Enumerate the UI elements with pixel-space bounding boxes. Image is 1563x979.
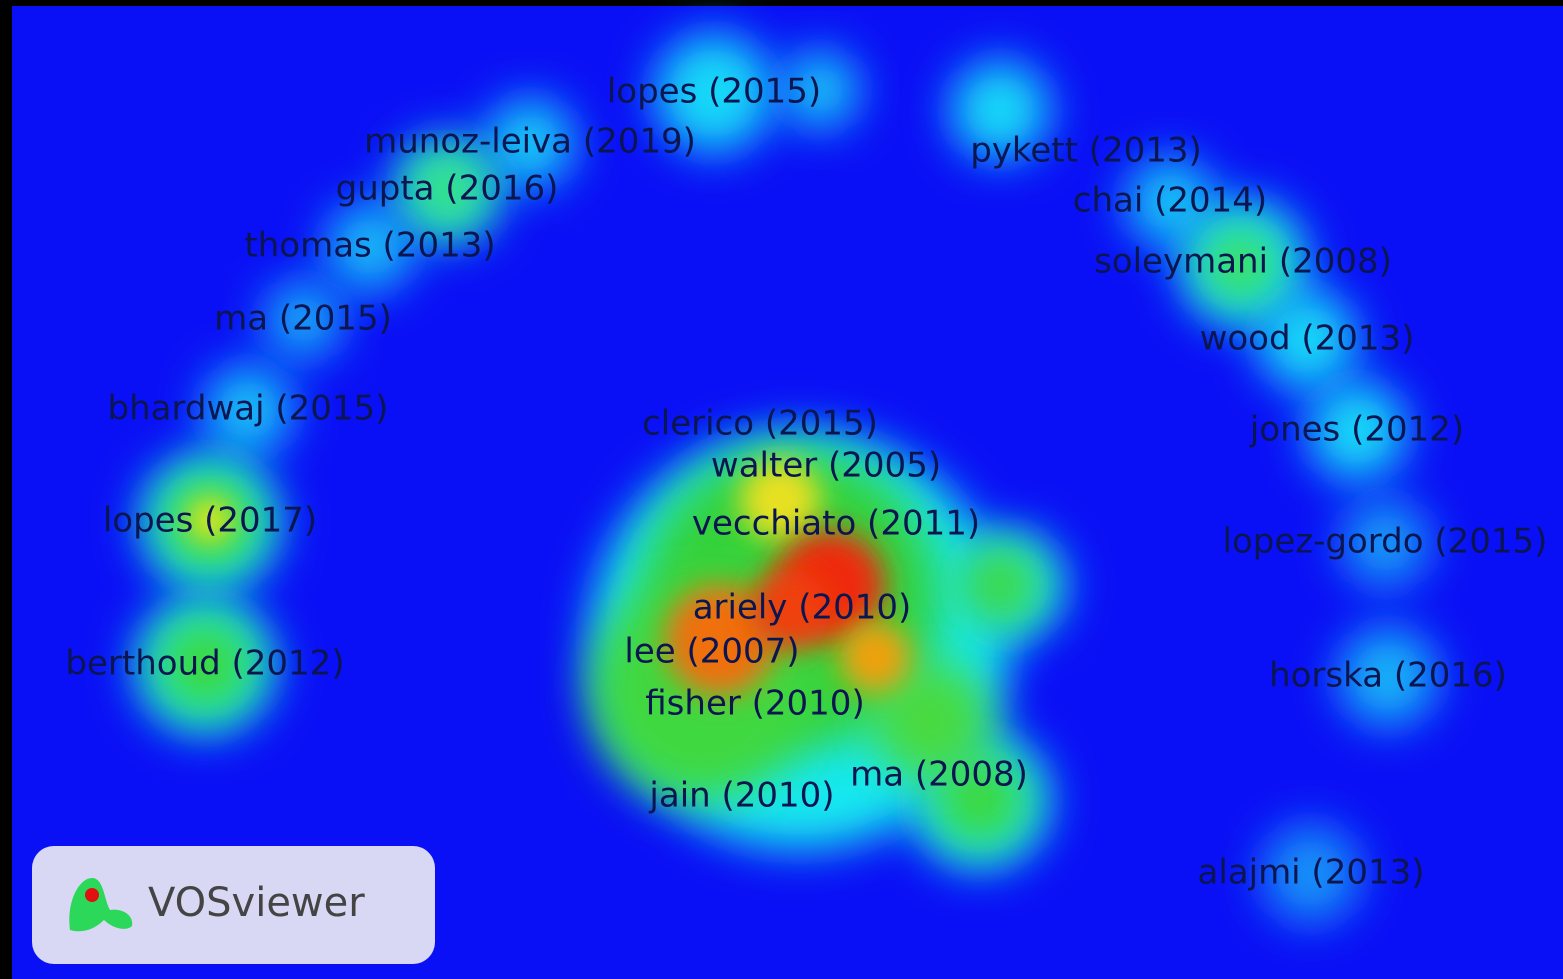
node-label: gupta (2016) [336,169,559,209]
node-label: munoz-leiva (2019) [364,122,696,162]
node-label: pykett (2013) [970,131,1202,171]
node-label: lee (2007) [624,632,799,672]
logo-text: VOSviewer [148,880,365,926]
node-label: fisher (2010) [645,684,864,724]
node-label: vecchiato (2011) [692,504,980,544]
logo: VOSviewer [32,846,435,964]
logo-icon-dot [85,888,99,902]
node-label: ma (2008) [850,755,1028,795]
density-halo [654,33,774,153]
density-core [870,660,990,780]
node-label: lopez-gordo (2015) [1223,522,1548,562]
density-halo [780,50,860,130]
node-label: ma (2015) [214,299,392,339]
density-peak [750,570,830,650]
density-halo [1338,627,1438,727]
density-peak [740,460,820,540]
node-label: ariely (2010) [693,588,912,628]
node-label: chai (2014) [1073,181,1267,221]
density-halo [950,60,1050,160]
node-label: walter (2005) [711,446,941,486]
node-label: lopes (2017) [103,501,317,541]
density-halo [203,365,293,455]
logo-icon [69,878,133,932]
density-peak [188,498,232,542]
node-label: clerico (2015) [642,404,878,444]
density-peak [665,585,775,695]
node-label: lopes (2015) [607,72,821,112]
density-core [417,160,477,220]
node-label: horska (2016) [1269,656,1507,696]
density-halo [1307,381,1407,481]
density-core [1205,230,1275,300]
density-core [935,755,1025,845]
density-core [960,545,1040,625]
node-label: soleymani (2008) [1094,242,1392,282]
node-label: berthoud (2012) [65,644,344,684]
density-halo [1340,498,1430,588]
node-label: alajmi (2013) [1198,853,1425,893]
density-halo [1261,824,1361,924]
density-core [160,620,250,710]
density-layer [135,33,1438,924]
logo-box [32,846,435,964]
labels: lopes (2015) munoz-leiva (2019) gupta (201… [65,72,1547,893]
node-label: bhardwaj (2015) [108,389,389,429]
density-peak [840,622,910,692]
density-halo [263,280,343,360]
node-label: wood (2013) [1200,319,1415,359]
node-label: jain (2010) [648,776,834,816]
density-halo [325,202,415,292]
node-label: thomas (2013) [244,226,495,266]
node-label: jones (2012) [1249,410,1464,450]
density-halo [1257,290,1357,390]
density-halo [485,98,575,188]
